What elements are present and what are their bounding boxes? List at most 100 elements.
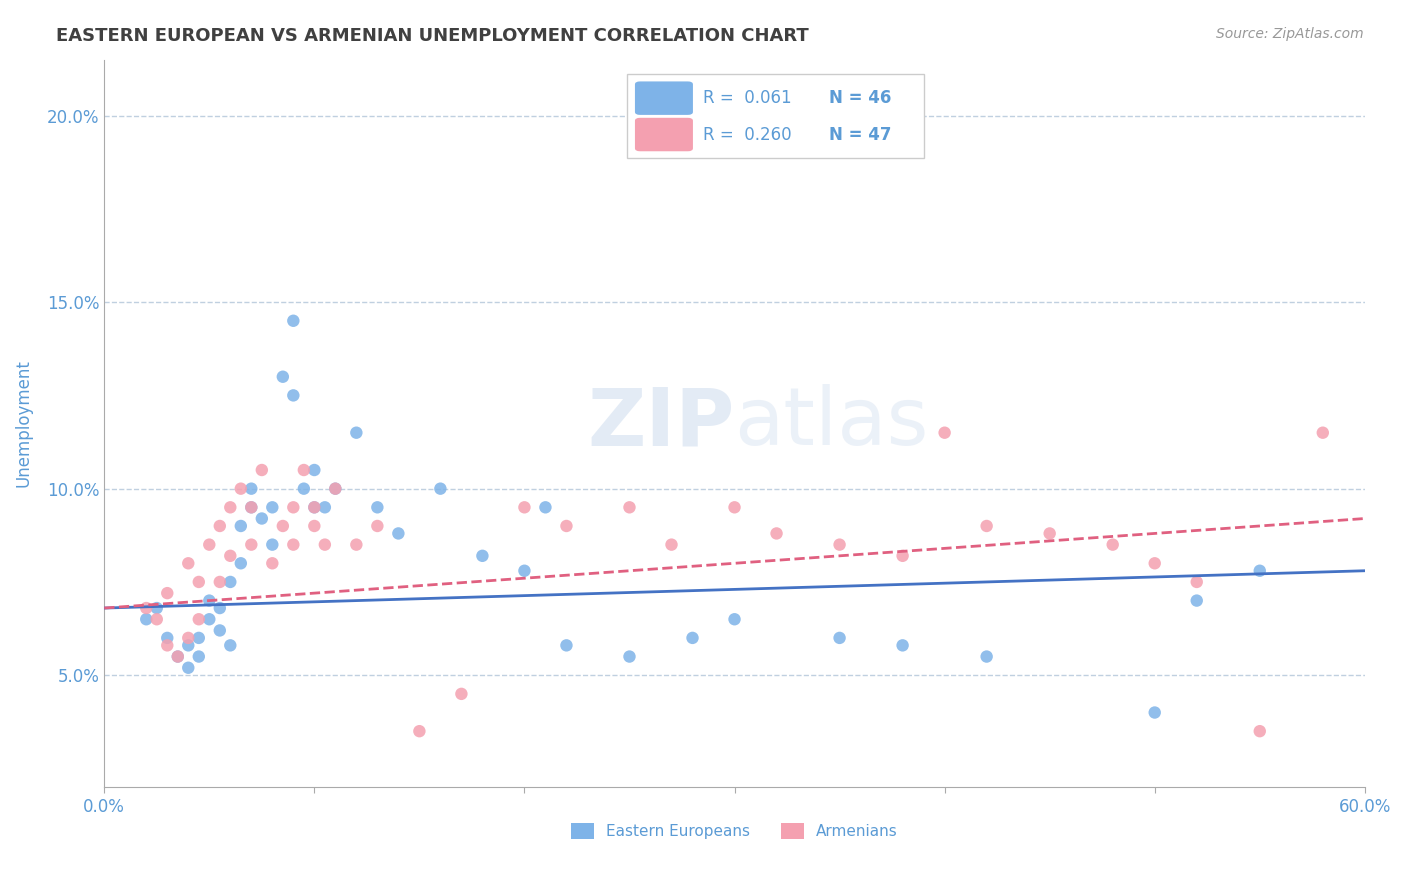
Point [229, 482, 252, 496]
Point [229, 556, 252, 570]
Point [723, 500, 745, 515]
Point [429, 482, 451, 496]
Point [240, 482, 263, 496]
FancyBboxPatch shape [636, 118, 693, 152]
Point [240, 500, 263, 515]
Point [166, 649, 188, 664]
Point [240, 538, 263, 552]
Text: N = 46: N = 46 [830, 89, 891, 107]
Point [513, 500, 536, 515]
Point [208, 519, 231, 533]
Point [208, 574, 231, 589]
Point [513, 564, 536, 578]
Point [187, 574, 209, 589]
FancyBboxPatch shape [627, 74, 924, 158]
Point [250, 463, 273, 477]
Point [555, 519, 578, 533]
Point [314, 500, 336, 515]
Point [619, 649, 641, 664]
Point [198, 593, 221, 607]
Point [304, 463, 326, 477]
Point [344, 425, 367, 440]
Point [304, 519, 326, 533]
Point [283, 314, 305, 328]
Text: R =  0.260: R = 0.260 [703, 126, 792, 144]
Point [1249, 724, 1271, 739]
Point [1249, 564, 1271, 578]
Point [219, 549, 242, 563]
Point [304, 500, 326, 515]
Point [387, 526, 409, 541]
Text: ZIP: ZIP [588, 384, 734, 462]
Point [208, 601, 231, 615]
Point [187, 649, 209, 664]
Point [208, 624, 231, 638]
Point [408, 724, 430, 739]
Point [891, 549, 914, 563]
Point [146, 601, 169, 615]
Point [976, 519, 998, 533]
Point [177, 661, 200, 675]
Point [177, 639, 200, 653]
Point [198, 538, 221, 552]
Point [976, 649, 998, 664]
Point [156, 631, 179, 645]
Point [177, 631, 200, 645]
Point [765, 526, 787, 541]
Point [366, 519, 388, 533]
Point [1185, 593, 1208, 607]
Point [271, 369, 294, 384]
Y-axis label: Unemployment: Unemployment [15, 359, 32, 487]
Point [828, 538, 851, 552]
Point [198, 612, 221, 626]
Point [262, 538, 284, 552]
Point [304, 500, 326, 515]
Point [187, 612, 209, 626]
Point [450, 687, 472, 701]
Point [619, 500, 641, 515]
Point [682, 631, 704, 645]
Point [891, 639, 914, 653]
Point [314, 538, 336, 552]
Text: EASTERN EUROPEAN VS ARMENIAN UNEMPLOYMENT CORRELATION CHART: EASTERN EUROPEAN VS ARMENIAN UNEMPLOYMEN… [56, 27, 808, 45]
Point [156, 586, 179, 600]
Point [1185, 574, 1208, 589]
Point [934, 425, 956, 440]
Point [828, 631, 851, 645]
Point [723, 612, 745, 626]
Point [240, 500, 263, 515]
Point [661, 538, 683, 552]
Point [325, 482, 347, 496]
Point [156, 639, 179, 653]
Point [534, 500, 557, 515]
Text: atlas: atlas [734, 384, 929, 462]
Point [187, 631, 209, 645]
Point [555, 639, 578, 653]
Point [292, 482, 315, 496]
Point [229, 519, 252, 533]
Point [166, 649, 188, 664]
Legend: Eastern Europeans, Armenians: Eastern Europeans, Armenians [565, 817, 904, 845]
Point [135, 601, 157, 615]
Point [471, 549, 494, 563]
Point [250, 511, 273, 525]
Point [262, 556, 284, 570]
Point [219, 500, 242, 515]
Point [146, 612, 169, 626]
Point [1101, 538, 1123, 552]
Point [325, 482, 347, 496]
Point [1039, 526, 1062, 541]
Point [219, 574, 242, 589]
Text: Source: ZipAtlas.com: Source: ZipAtlas.com [1216, 27, 1364, 41]
Point [1312, 425, 1334, 440]
Point [283, 500, 305, 515]
FancyBboxPatch shape [636, 81, 693, 115]
Point [219, 639, 242, 653]
Point [177, 556, 200, 570]
Point [344, 538, 367, 552]
Text: R =  0.061: R = 0.061 [703, 89, 792, 107]
Point [271, 519, 294, 533]
Point [1143, 706, 1166, 720]
Point [283, 388, 305, 402]
Point [135, 612, 157, 626]
